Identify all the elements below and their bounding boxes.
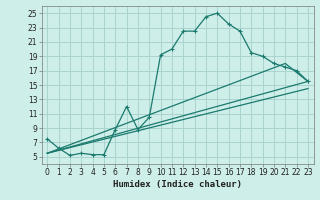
X-axis label: Humidex (Indice chaleur): Humidex (Indice chaleur)	[113, 180, 242, 189]
